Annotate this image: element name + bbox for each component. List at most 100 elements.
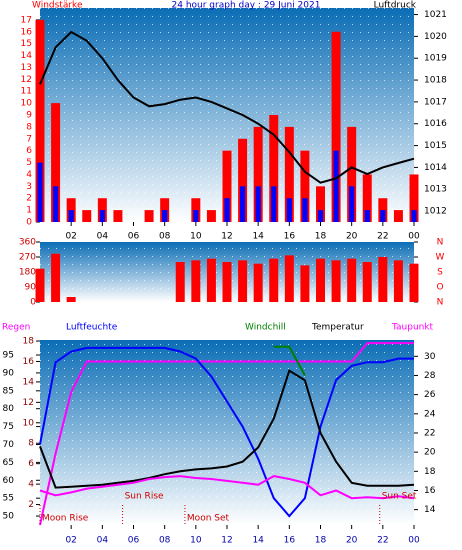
yticks-label: 2 xyxy=(26,194,32,204)
y3ticks-label: 16 xyxy=(23,357,35,367)
line xyxy=(39,369,415,489)
bar xyxy=(284,255,294,302)
legend-dewpoint: Taupunkt xyxy=(391,323,434,333)
y2ticks-label: 22 xyxy=(424,428,435,438)
yticks-label: 11 xyxy=(21,87,32,97)
bar xyxy=(271,186,277,222)
yticks-label: 12 xyxy=(21,75,32,85)
bar xyxy=(175,262,185,302)
bar xyxy=(317,210,324,222)
x-tick-label: 14 xyxy=(252,232,264,242)
legend-temperature: Temperatur xyxy=(311,323,364,333)
yticks-label: 0 xyxy=(26,218,32,228)
y3ticks-label: 8 xyxy=(28,439,34,449)
y2ticks-label: 20 xyxy=(424,448,436,458)
yticks-label: 270 xyxy=(19,253,36,263)
yticks-label: 95 xyxy=(3,351,14,361)
bar xyxy=(144,210,154,222)
bar xyxy=(255,186,261,222)
x-tick-label: 10 xyxy=(190,536,202,546)
x-tick-label: 12 xyxy=(221,232,232,242)
yticks-label: 65 xyxy=(3,458,14,468)
line xyxy=(39,475,415,500)
bar xyxy=(331,31,341,223)
x-tick-label: 02 xyxy=(65,536,76,546)
bar xyxy=(380,210,386,222)
y3ticks-label: 12 xyxy=(23,398,34,408)
x-tick-label: 04 xyxy=(97,536,109,546)
y2ticks-label: 1019 xyxy=(424,54,447,64)
x-tick-label: 06 xyxy=(128,536,140,546)
x-tick-label: 16 xyxy=(284,536,296,546)
bar xyxy=(286,198,292,222)
bar xyxy=(35,268,45,302)
yticks-label: 1 xyxy=(26,206,32,216)
y3ticks-label: 6 xyxy=(28,459,34,469)
bar xyxy=(269,258,279,302)
bar xyxy=(300,265,310,302)
bar xyxy=(253,126,263,222)
bar xyxy=(191,260,201,302)
y2ticks-label: 1017 xyxy=(424,97,447,107)
bar xyxy=(409,174,419,222)
bar xyxy=(113,210,123,222)
x-tick-label: 18 xyxy=(315,232,327,242)
bar xyxy=(378,257,388,302)
x-tick-label: 20 xyxy=(346,232,358,242)
y2ticks-label: O xyxy=(436,283,443,293)
y2ticks-label: 1012 xyxy=(424,207,447,217)
line xyxy=(39,342,414,526)
bar xyxy=(393,210,403,222)
bar xyxy=(99,210,105,222)
y2ticks-label: 24 xyxy=(424,409,436,419)
legend-windchill: Windchill xyxy=(245,323,286,333)
y2ticks-label: 26 xyxy=(424,390,436,400)
legend-humidity: Luftfeuchte xyxy=(66,323,118,333)
line xyxy=(39,30,415,184)
x-tick-label: 00 xyxy=(408,536,420,546)
y3ticks-label: 18 xyxy=(23,337,35,347)
bar xyxy=(222,262,232,302)
bar xyxy=(331,260,341,302)
bar xyxy=(66,297,76,302)
yticks-label: 16 xyxy=(21,27,33,37)
y2ticks-label: 18 xyxy=(424,467,436,477)
bar xyxy=(393,260,403,302)
bar xyxy=(347,126,357,222)
bar xyxy=(362,174,372,222)
bar xyxy=(253,263,263,302)
yticks-label: 14 xyxy=(21,51,33,61)
bar xyxy=(362,262,372,302)
bar xyxy=(239,186,246,222)
x-tick-label: 12 xyxy=(221,536,232,546)
line xyxy=(39,346,414,518)
wind-label: Windstärke xyxy=(32,1,83,11)
yticks-label: 60 xyxy=(3,476,15,486)
yticks-label: 50 xyxy=(3,512,15,522)
y2ticks-label: 1014 xyxy=(424,163,447,173)
annotation: Sun Set xyxy=(382,492,417,502)
yticks-label: 180 xyxy=(19,268,36,278)
bar xyxy=(51,253,61,302)
yticks-label: 4 xyxy=(26,170,32,180)
bar xyxy=(347,258,357,302)
y3ticks-label: 14 xyxy=(23,377,35,387)
bar xyxy=(349,186,355,222)
annotation: Moon Rise xyxy=(42,514,89,524)
y2ticks-label: 1016 xyxy=(424,119,447,129)
x-tick-label: 02 xyxy=(65,232,76,242)
x-tick-label: 06 xyxy=(128,232,140,242)
annotation: Sun Rise xyxy=(125,492,164,502)
x-tick-label: 08 xyxy=(159,536,171,546)
y2ticks-label: 16 xyxy=(424,486,436,496)
yticks-label: 17 xyxy=(21,15,32,25)
y2ticks-label: 1020 xyxy=(424,32,447,42)
bar xyxy=(302,198,308,222)
y2ticks-label: S xyxy=(437,268,443,278)
bar xyxy=(193,210,199,222)
bar xyxy=(162,210,168,222)
x-tick-label: 04 xyxy=(97,232,109,242)
bar xyxy=(222,150,232,222)
bar xyxy=(37,162,43,222)
